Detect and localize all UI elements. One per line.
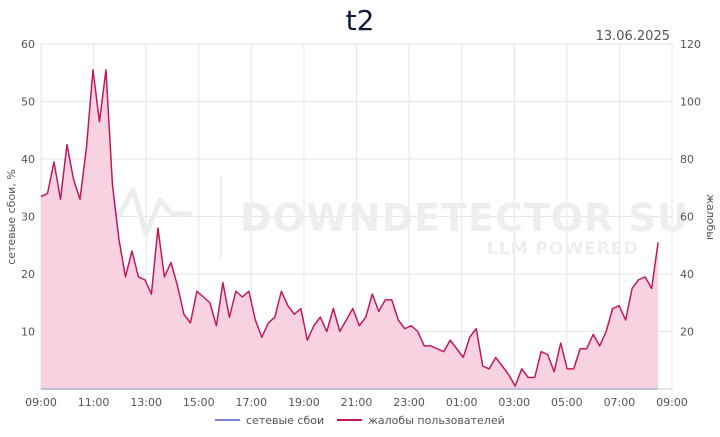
x-tick-label: 23:00 (393, 396, 425, 409)
complaints-line (40, 69, 659, 387)
x-tick-label: 17:00 (235, 396, 267, 409)
legend-network-label[interactable]: сетевые сбои (246, 414, 324, 427)
y-right-tick-label: 100 (680, 96, 701, 109)
x-tick-label: 07:00 (604, 396, 636, 409)
legend: сетевые сбои жалобы пользователей (215, 414, 505, 427)
chart-date: 13.06.2025 (595, 29, 670, 44)
y-left-tick-label: 30 (21, 211, 35, 224)
y-left-tick-label: 40 (21, 153, 35, 166)
axis-layer: 10 20 30 40 50 60 20 40 60 80 100 120 09:00 11:00 13:0… (21, 38, 701, 409)
x-tick-label: 11:00 (78, 396, 110, 409)
x-tick-label: 03:00 (498, 396, 530, 409)
y-right-tick-label: 60 (680, 211, 694, 224)
y-left-tick-label: 20 (21, 268, 35, 281)
x-tick-label: 15:00 (183, 396, 215, 409)
y-right-axis-title: жалобы (704, 194, 717, 240)
chart-title: t2 (345, 4, 375, 37)
y-right-tick-label: 20 (680, 326, 694, 339)
y-left-tick-label: 60 (21, 38, 35, 51)
y-right-tick-label: 120 (680, 38, 701, 51)
watermark: DOWNDETECTOR SU LLM POWERED (92, 176, 689, 259)
y-right-tick-label: 40 (680, 268, 694, 281)
y-left-tick-label: 50 (21, 96, 35, 109)
watermark-pulse-icon (92, 187, 193, 237)
legend-complaints-label[interactable]: жалобы пользователей (368, 414, 505, 427)
y-right-tick-label: 80 (680, 153, 694, 166)
watermark-sub-text: LLM POWERED (487, 239, 639, 259)
y-left-axis-title: сетевые сбои, % (5, 169, 18, 265)
x-tick-label: 09:00 (25, 396, 57, 409)
x-tick-label: 19:00 (288, 396, 320, 409)
x-tick-label: 21:00 (341, 396, 373, 409)
y-left-tick-label: 10 (21, 326, 35, 339)
x-tick-label: 13:00 (130, 396, 162, 409)
watermark-main-text: DOWNDETECTOR SU (240, 196, 689, 240)
x-tick-label: 05:00 (551, 396, 583, 409)
x-tick-label: 09:00 (656, 396, 688, 409)
x-tick-label: 01:00 (446, 396, 478, 409)
complaints-area (41, 69, 659, 389)
